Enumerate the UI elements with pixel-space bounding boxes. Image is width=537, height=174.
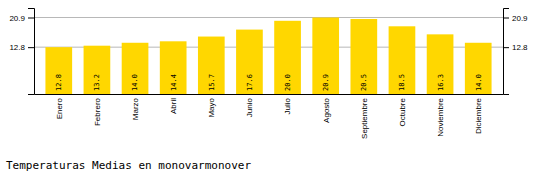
y-tick-mark — [28, 47, 34, 48]
x-tick-label: Mayo — [207, 97, 216, 117]
bar — [274, 21, 301, 94]
data-label: 20.9 — [322, 74, 330, 91]
bar — [312, 18, 339, 94]
x-tick: Septiembre — [360, 97, 369, 138]
bars — [45, 18, 491, 94]
x-tick-label: Septiembre — [360, 97, 369, 138]
data-label: 13.2 — [93, 74, 101, 91]
chart: 12.8 13.2 14.0 14.4 15.7 17.6 20.0 20.9 20.5 18.5… — [0, 0, 537, 174]
data-label: 18.5 — [398, 74, 406, 91]
y-axis-line — [28, 9, 35, 95]
data-label: 20.0 — [284, 74, 292, 91]
x-tick: Abril — [169, 98, 178, 114]
bar — [236, 30, 263, 94]
y2-tick-label: 12.8 — [512, 43, 528, 52]
y-tick-mark — [28, 18, 34, 19]
x-tick-label: Enero — [55, 97, 64, 119]
x-tick-label: Noviembre — [436, 97, 445, 136]
x-tick-label: Diciembre — [474, 97, 483, 134]
x-axis: Enero Febrero Marzo Abril Mayo Junio Julio Agos… — [35, 95, 504, 139]
x-tick: Marzo — [131, 97, 140, 120]
data-labels: 12.8 13.2 14.0 14.4 15.7 17.6 20.0 20.9 20.5 18.5… — [55, 74, 482, 91]
grid-line — [34, 17, 503, 18]
data-label: 15.7 — [208, 74, 216, 91]
data-label: 14.0 — [131, 74, 139, 91]
y-tick-label: 12.8 — [9, 43, 25, 52]
x-axis-line — [35, 94, 504, 95]
bar — [122, 43, 149, 94]
y2-tick: 12.8 — [503, 43, 528, 52]
y2-tick: 20.9 — [503, 14, 528, 23]
data-label: 14.0 — [475, 74, 483, 91]
y2-tick-mark — [503, 47, 509, 48]
x-tick-label: Agosto — [321, 97, 330, 122]
x-tick: Febrero — [93, 97, 102, 126]
x-tick: Enero — [55, 97, 64, 119]
x-tick-label: Febrero — [93, 97, 102, 126]
plot: 12.8 13.2 14.0 14.4 15.7 17.6 20.0 20.9 20.5 18.5… — [9, 9, 528, 139]
y-axis: 12.8 20.9 — [9, 9, 34, 95]
bar — [389, 26, 416, 94]
x-tick-label: Octubre — [398, 97, 407, 126]
x-tick: Agosto — [321, 97, 330, 122]
bar — [198, 37, 225, 94]
data-label: 20.5 — [360, 74, 368, 91]
data-label: 17.6 — [246, 74, 254, 91]
y2-axis: 12.8 20.9 — [503, 9, 528, 95]
y2-axis-line — [504, 9, 510, 95]
data-label: 12.8 — [55, 74, 63, 91]
title: Temperaturas Medias en monovarmonover — [6, 159, 251, 172]
y-tick: 12.8 — [9, 43, 34, 52]
bar — [160, 41, 187, 94]
y2-tick-label: 20.9 — [512, 14, 528, 23]
bar — [84, 46, 111, 94]
x-tick: Diciembre — [474, 97, 483, 134]
x-tick: Octubre — [398, 97, 407, 126]
y2-tick-mark — [503, 18, 509, 19]
y-tick-label: 20.9 — [9, 14, 25, 23]
x-tick: Noviembre — [436, 97, 445, 136]
bar — [45, 47, 72, 94]
data-label: 16.3 — [437, 74, 445, 91]
x-tick-label: Marzo — [131, 97, 140, 120]
x-tick-label: Julio — [283, 97, 292, 114]
x-tick: Mayo — [207, 97, 216, 117]
x-tick-label: Junio — [245, 97, 254, 117]
bar — [465, 43, 492, 94]
y-tick: 20.9 — [9, 14, 34, 23]
bar — [350, 19, 377, 94]
bar — [427, 34, 454, 94]
x-tick: Julio — [283, 97, 292, 114]
data-label: 14.4 — [170, 74, 178, 91]
x-tick: Junio — [245, 97, 254, 117]
x-tick-label: Abril — [169, 98, 178, 114]
